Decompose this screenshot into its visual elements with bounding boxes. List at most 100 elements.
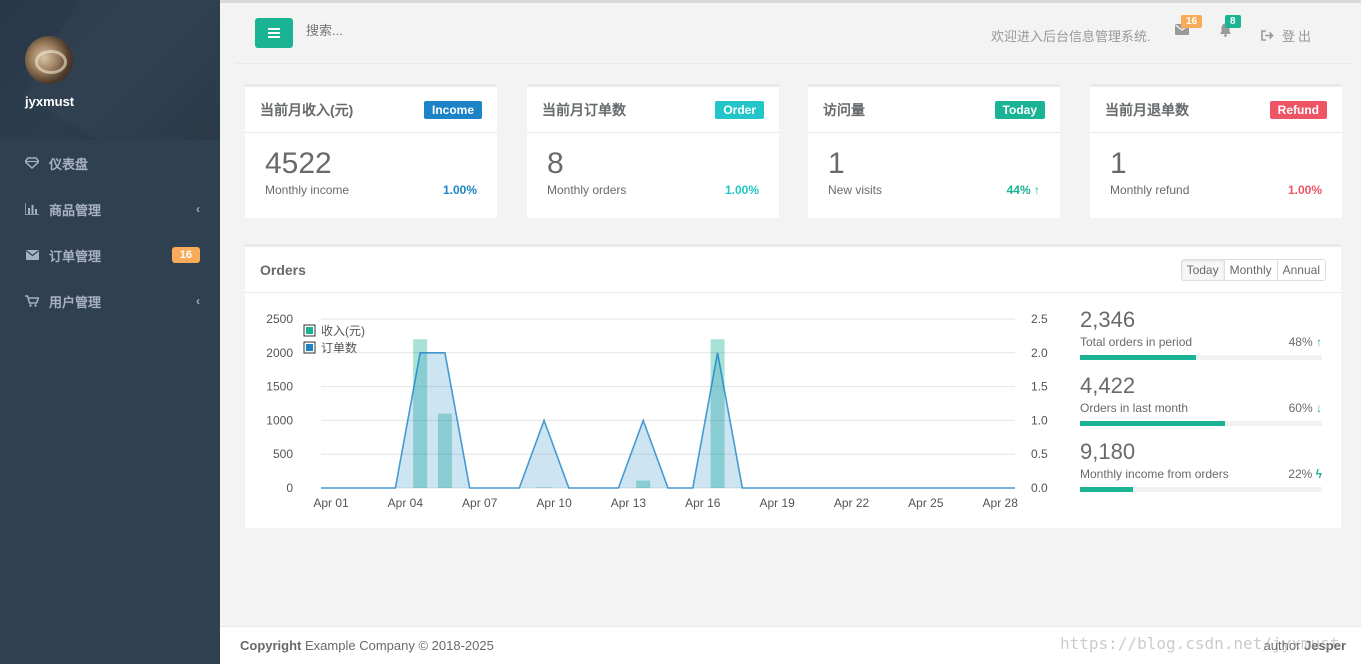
card-body: 4522 Monthly income 1.00% (245, 133, 497, 197)
card-subtitle: Monthly orders (547, 183, 627, 197)
x-tick-label: Apr 07 (462, 496, 498, 510)
card-value: 1 (828, 147, 845, 180)
card-header: 当前月退单数 Refund (1090, 87, 1342, 133)
stat-label: Monthly income from orders (1080, 467, 1229, 481)
y-right-tick-label: 1.5 (1031, 380, 1048, 394)
notifications-button[interactable]: 8 (1219, 15, 1241, 40)
author-name: Jesper (1304, 638, 1346, 653)
card-percent: 1.00% (724, 183, 759, 197)
period-today-button[interactable]: Today (1181, 259, 1224, 280)
bar (437, 413, 452, 488)
messages-count-badge: 16 (1181, 15, 1203, 28)
period-annual-button[interactable]: Annual (1276, 259, 1325, 280)
card-header: 当前月收入(元) Income (245, 87, 497, 133)
search-input[interactable] (306, 23, 506, 38)
y-right-tick-label: 2.0 (1031, 346, 1048, 360)
diamond-icon (25, 156, 39, 170)
stat-value: 2,346 (1080, 307, 1136, 332)
progress-bar (1080, 487, 1134, 492)
card-title: 当前月订单数 (542, 101, 626, 118)
stat-row: Orders in last month 60% ↓ (1080, 401, 1322, 415)
y-left-tick-label: 1000 (266, 413, 293, 427)
period-monthly-button[interactable]: Monthly (1223, 259, 1277, 280)
x-tick-label: Apr 01 (313, 496, 349, 510)
stat-percent-value: 22% (1288, 467, 1313, 481)
author-label: author (1263, 638, 1301, 653)
card-percent: 1.00% (1287, 183, 1322, 197)
logout-button[interactable]: 登出 (1261, 26, 1314, 45)
card-header: 访问量 Today (808, 87, 1060, 133)
card-header: 当前月订单数 Order (527, 87, 779, 133)
footer: Copyright Example Company © 2018-2025 au… (220, 626, 1361, 664)
card-subtitle: Monthly refund (1110, 183, 1190, 197)
card-body: 1 New visits 44% ↑ (808, 133, 1060, 197)
cart-icon (25, 294, 39, 308)
period-button-group: Today Monthly Annual (1180, 258, 1326, 281)
visits-card: 访问量 Today 1 New visits 44% ↑ (808, 84, 1060, 218)
card-footer: Monthly refund 1.00% (1110, 183, 1322, 197)
stat-value: 4,422 (1080, 373, 1136, 398)
hamburger-icon (268, 28, 280, 38)
stat-percent: 48% ↑ (1289, 335, 1322, 349)
legend-label: 订单数 (321, 340, 357, 355)
sidebar-item-products[interactable]: 商品管理 ‹ (0, 186, 220, 232)
copyright-label: Copyright (240, 638, 302, 653)
level-up-icon: ↑ (1034, 183, 1040, 197)
orders-panel: Orders Today Monthly Annual 0 0.0 500 0.5 10… (245, 244, 1341, 528)
y-right-tick-label: 0.5 (1031, 447, 1048, 461)
copyright: Copyright Example Company © 2018-2025 (240, 638, 494, 653)
avatar[interactable] (25, 36, 73, 84)
card-title: 访问量 (823, 101, 865, 118)
level-down-icon: ↓ (1316, 401, 1322, 415)
stat-row: Total orders in period 48% ↑ (1080, 335, 1322, 349)
welcome-text: 欢迎进入后台信息管理系统. (991, 29, 1151, 44)
stat-label: Orders in last month (1080, 401, 1189, 415)
stat-percent-value: 48% (1288, 335, 1313, 349)
panel-header: Orders Today Monthly Annual (245, 247, 1341, 293)
progress-track (1080, 355, 1322, 360)
sidebar-item-label: 用户管理 (49, 294, 102, 310)
x-tick-label: Apr 25 (908, 496, 944, 510)
sidebar: jyxmust 仪表盘 商品管理 ‹ 订单管理 16 用户管理 (0, 0, 220, 664)
card-percent: 1.00% (442, 183, 477, 197)
card-tag: Today (994, 100, 1045, 119)
notifications-count-badge: 8 (1225, 15, 1241, 28)
card-percent: 44% ↑ (1007, 183, 1040, 197)
level-up-icon: ↑ (1316, 335, 1322, 349)
sidebar-item-dashboard[interactable]: 仪表盘 (0, 140, 220, 186)
card-body: 1 Monthly refund 1.00% (1090, 133, 1342, 197)
bar (537, 487, 552, 488)
card-percent-value: 44% (1006, 183, 1031, 197)
sidebar-item-label: 订单管理 (49, 248, 102, 264)
chevron-left-icon: ‹ (196, 294, 200, 308)
card-footer: Monthly orders 1.00% (547, 183, 759, 197)
profile-header: jyxmust (0, 0, 220, 140)
copyright-text: Example Company © 2018-2025 (305, 638, 494, 653)
stat-label: Total orders in period (1080, 335, 1193, 349)
stat-monthly-income: 9,180 Monthly income from orders 22% ϟ (1080, 439, 1322, 492)
card-value: 8 (547, 147, 564, 180)
y-left-tick-label: 2000 (266, 346, 293, 360)
card-tag: Income (423, 100, 482, 119)
sidebar-item-users[interactable]: 用户管理 ‹ (0, 278, 220, 324)
legend-swatch (306, 344, 313, 351)
messages-button[interactable]: 16 (1175, 15, 1203, 38)
logout-label: 登出 (1282, 29, 1315, 44)
card-title: 当前月收入(元) (260, 101, 354, 118)
orders-stats: 2,346 Total orders in period 48% ↑ 4,422… (1080, 307, 1322, 505)
refund-card: 当前月退单数 Refund 1 Monthly refund 1.00% (1090, 84, 1342, 218)
y-left-tick-label: 2500 (266, 312, 293, 326)
sidebar-item-orders[interactable]: 订单管理 16 (0, 232, 220, 278)
progress-track (1080, 487, 1322, 492)
username[interactable]: jyxmust (25, 94, 75, 109)
x-tick-label: Apr 16 (685, 496, 721, 510)
bar (710, 339, 725, 488)
y-left-tick-label: 1500 (266, 380, 293, 394)
x-tick-label: Apr 04 (388, 496, 424, 510)
menu-toggle-button[interactable] (255, 18, 293, 48)
sidebar-item-label: 仪表盘 (49, 156, 89, 172)
bar-chart-icon (25, 202, 39, 216)
card-subtitle: New visits (828, 183, 883, 197)
stat-total-orders: 2,346 Total orders in period 48% ↑ (1080, 307, 1322, 360)
legend-label: 收入(元) (321, 324, 365, 338)
